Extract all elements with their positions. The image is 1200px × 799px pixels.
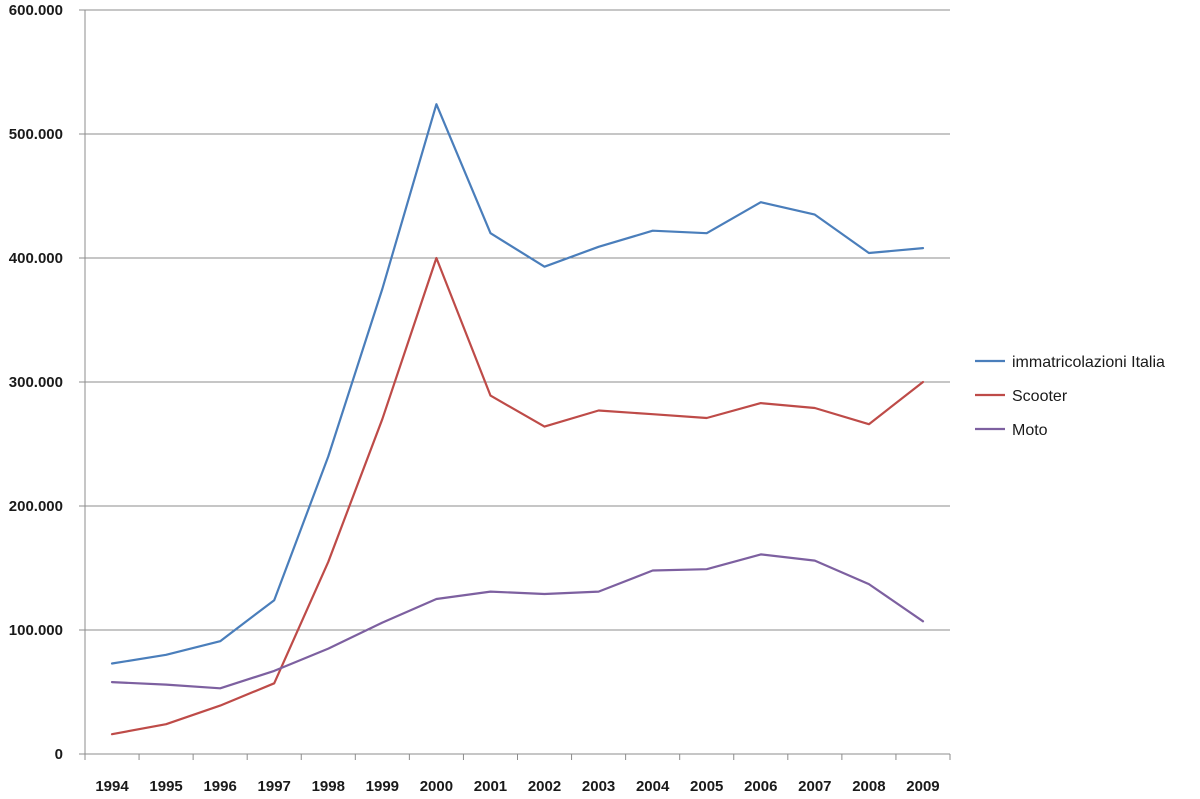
x-tick-label: 1996 [203,778,236,795]
series-lines [110,103,925,736]
x-tick-label: 1998 [312,778,345,795]
x-tick-label: 2008 [852,778,885,795]
x-tick-label: 2000 [420,778,453,795]
legend: immatricolazioni Italia Scooter Moto [975,354,1165,439]
axes [79,9,951,760]
series-line-2 [110,256,925,736]
x-tick-label: 1999 [366,778,399,795]
x-tick-label: 2002 [528,778,561,795]
series-line-3 [110,553,925,690]
x-tick-label: 2005 [690,778,723,795]
x-tick-label: 2007 [798,778,831,795]
y-tick-label: 200.000 [9,498,63,515]
x-tick-label: 2004 [636,778,670,795]
y-tick-label: 100.000 [9,622,63,639]
x-tick-label: 1997 [258,778,291,795]
legend-label: immatricolazioni Italia [1012,354,1165,371]
x-tick-labels: 1994 1995 1996 1997 1998 1999 2000 2001 2002 2003… [95,778,939,795]
legend-label: Scooter [1012,388,1068,405]
x-tick-label: 2006 [744,778,777,795]
legend-label: Moto [1012,422,1048,439]
x-tick-label: 2001 [474,778,507,795]
x-tick-label: 2003 [582,778,615,795]
y-tick-label: 300.000 [9,374,63,391]
y-tick-labels: 0 100.000 200.000 300.000 400.000 500.000 600.… [9,2,63,763]
y-tick-label: 0 [55,746,63,763]
y-tick-label: 600.000 [9,2,63,19]
series-line-1 [110,103,925,665]
y-tick-label: 400.000 [9,250,63,267]
x-tick-label: 2009 [906,778,939,795]
gridlines [85,9,950,631]
y-tick-label: 500.000 [9,126,63,143]
x-tick-label: 1994 [95,778,129,795]
x-tick-label: 1995 [149,778,182,795]
